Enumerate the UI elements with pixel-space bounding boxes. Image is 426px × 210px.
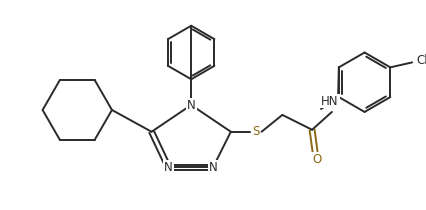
Text: N: N xyxy=(187,98,195,112)
Text: HN: HN xyxy=(320,94,338,108)
Text: O: O xyxy=(312,153,321,166)
Text: Cl: Cl xyxy=(415,54,426,67)
Text: S: S xyxy=(251,125,259,138)
Text: N: N xyxy=(208,161,217,174)
Text: N: N xyxy=(164,161,173,174)
